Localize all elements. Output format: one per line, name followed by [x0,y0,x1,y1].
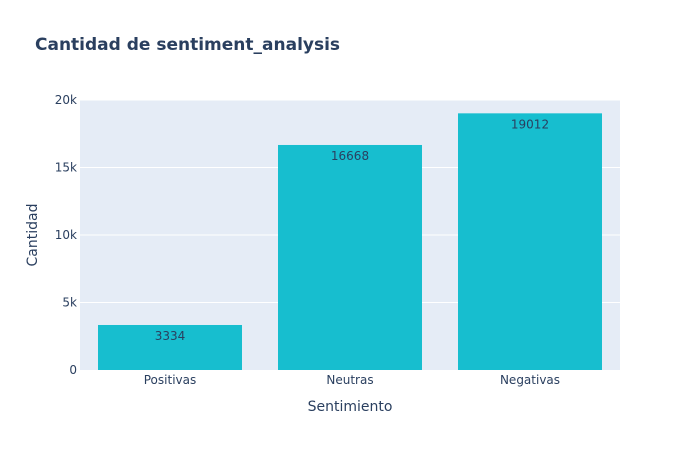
bar-value-label: 3334 [155,329,186,343]
x-tick-label: Neutras [326,373,373,387]
bar-negativas [458,113,602,370]
x-tick-label: Positivas [144,373,196,387]
y-tick-label: 5k [62,296,77,310]
bar-value-label: 19012 [511,117,549,131]
x-axis-ticks: Positivas Neutras Negativas [144,373,560,387]
bar-positivas [98,324,242,370]
y-axis-ticks: 0 5k 10k 15k 20k [55,93,77,377]
x-tick-label: Negativas [500,373,560,387]
y-tick-label: 0 [69,363,77,377]
bars: 3334 16668 19012 [98,113,602,370]
x-axis-title: Sentimiento [308,399,393,415]
bar-neutras [278,144,422,370]
bar-value-label: 16668 [331,149,369,163]
y-tick-label: 20k [55,93,77,107]
y-axis-title: Cantidad [25,204,41,267]
y-tick-label: 10k [55,228,77,242]
y-tick-label: 15k [55,161,77,175]
chart-title: Cantidad de sentiment_analysis [35,35,340,55]
